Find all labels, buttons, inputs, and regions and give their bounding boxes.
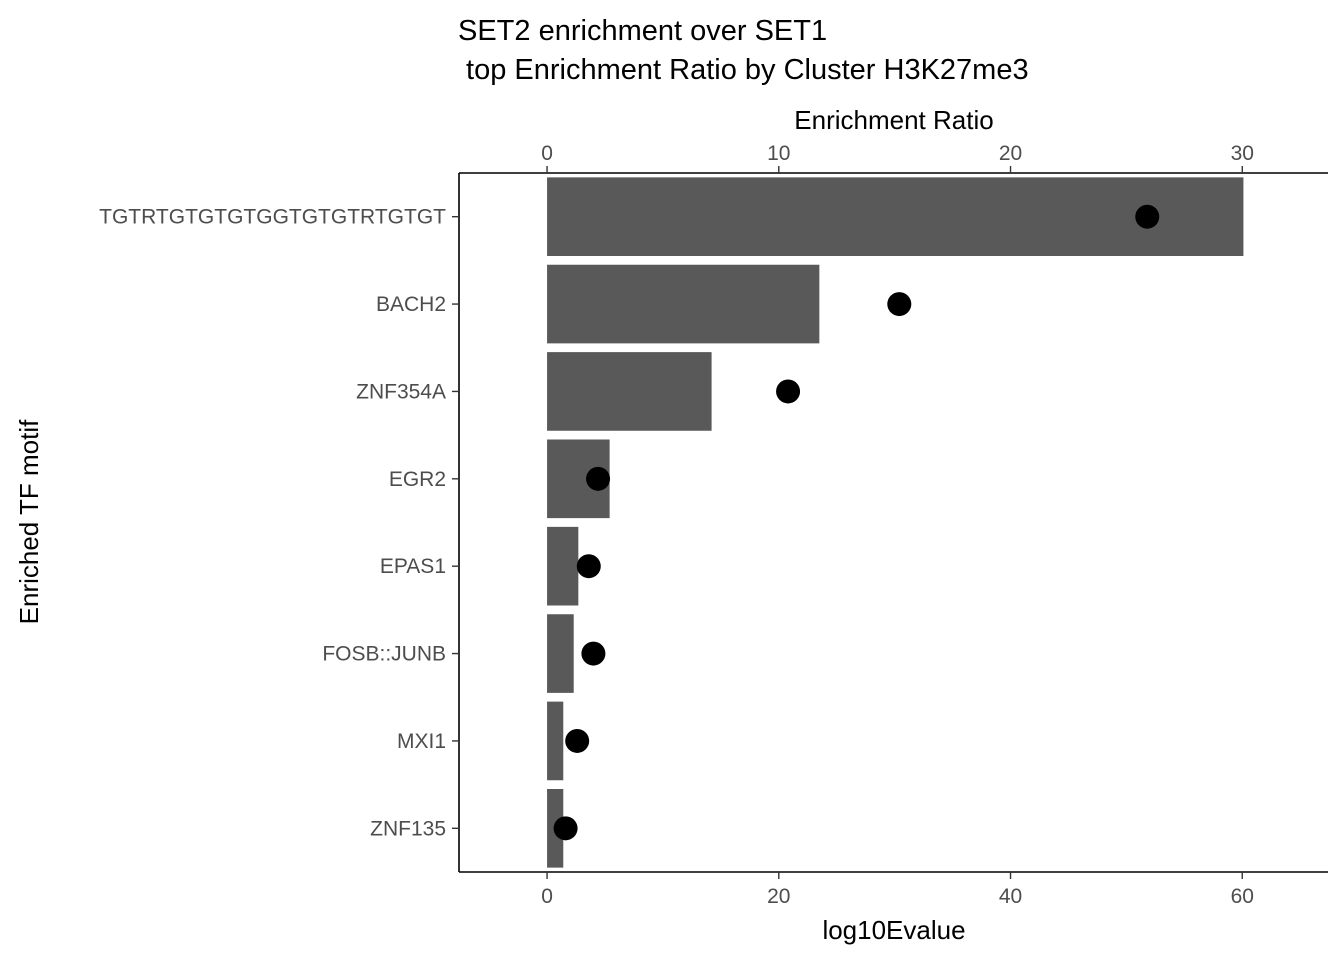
x2-tick-label-0: 0 [541,142,553,165]
point-1 [887,292,912,317]
bar-5 [547,614,574,693]
category-label-7: ZNF135 [370,817,446,840]
point-0 [1135,204,1160,229]
bar-4 [547,526,579,606]
point-6 [565,728,590,753]
x-tick-label-0: 0 [541,885,553,908]
category-label-5: FOSB::JUNB [322,643,446,666]
category-label-0: TGTRTGTGTGTGGTGTGTRTGTGT [99,206,446,229]
x2-tick-label-2: 20 [999,142,1022,165]
bar-0 [547,177,1244,257]
point-4 [576,554,601,579]
x2-axis-title: Enrichment Ratio [794,105,993,135]
bar-1 [547,264,820,344]
bar-2 [547,352,712,431]
x-tick-label-1: 20 [767,885,790,908]
x2-tick-label-1: 10 [767,142,790,165]
point-3 [586,466,611,491]
point-5 [581,641,606,666]
x-axis-title: log10Evalue [822,915,965,945]
category-label-4: EPAS1 [380,555,446,578]
point-7 [553,816,578,841]
x2-tick-label-3: 30 [1231,142,1254,165]
points-layer [553,204,1160,841]
chart-title-line-1: SET2 enrichment over SET1 [458,15,827,47]
axes-layer: 0 20 40 60 0 10 20 30 TGTRTGTGTGTGGTGTGTRTGTGT BA… [99,142,1328,908]
x-tick-label-2: 40 [999,885,1022,908]
bars-layer [547,177,1244,868]
category-label-1: BACH2 [376,293,446,316]
y-axis-title: Enriched TF motif [14,419,44,624]
category-label-2: ZNF354A [356,380,446,403]
category-label-3: EGR2 [389,468,446,491]
category-label-6: MXI1 [397,730,446,753]
x-tick-label-3: 60 [1231,885,1254,908]
bar-6 [547,701,564,781]
chart-title-line-2: top Enrichment Ratio by Cluster H3K27me3 [458,54,1029,86]
point-2 [776,379,801,404]
